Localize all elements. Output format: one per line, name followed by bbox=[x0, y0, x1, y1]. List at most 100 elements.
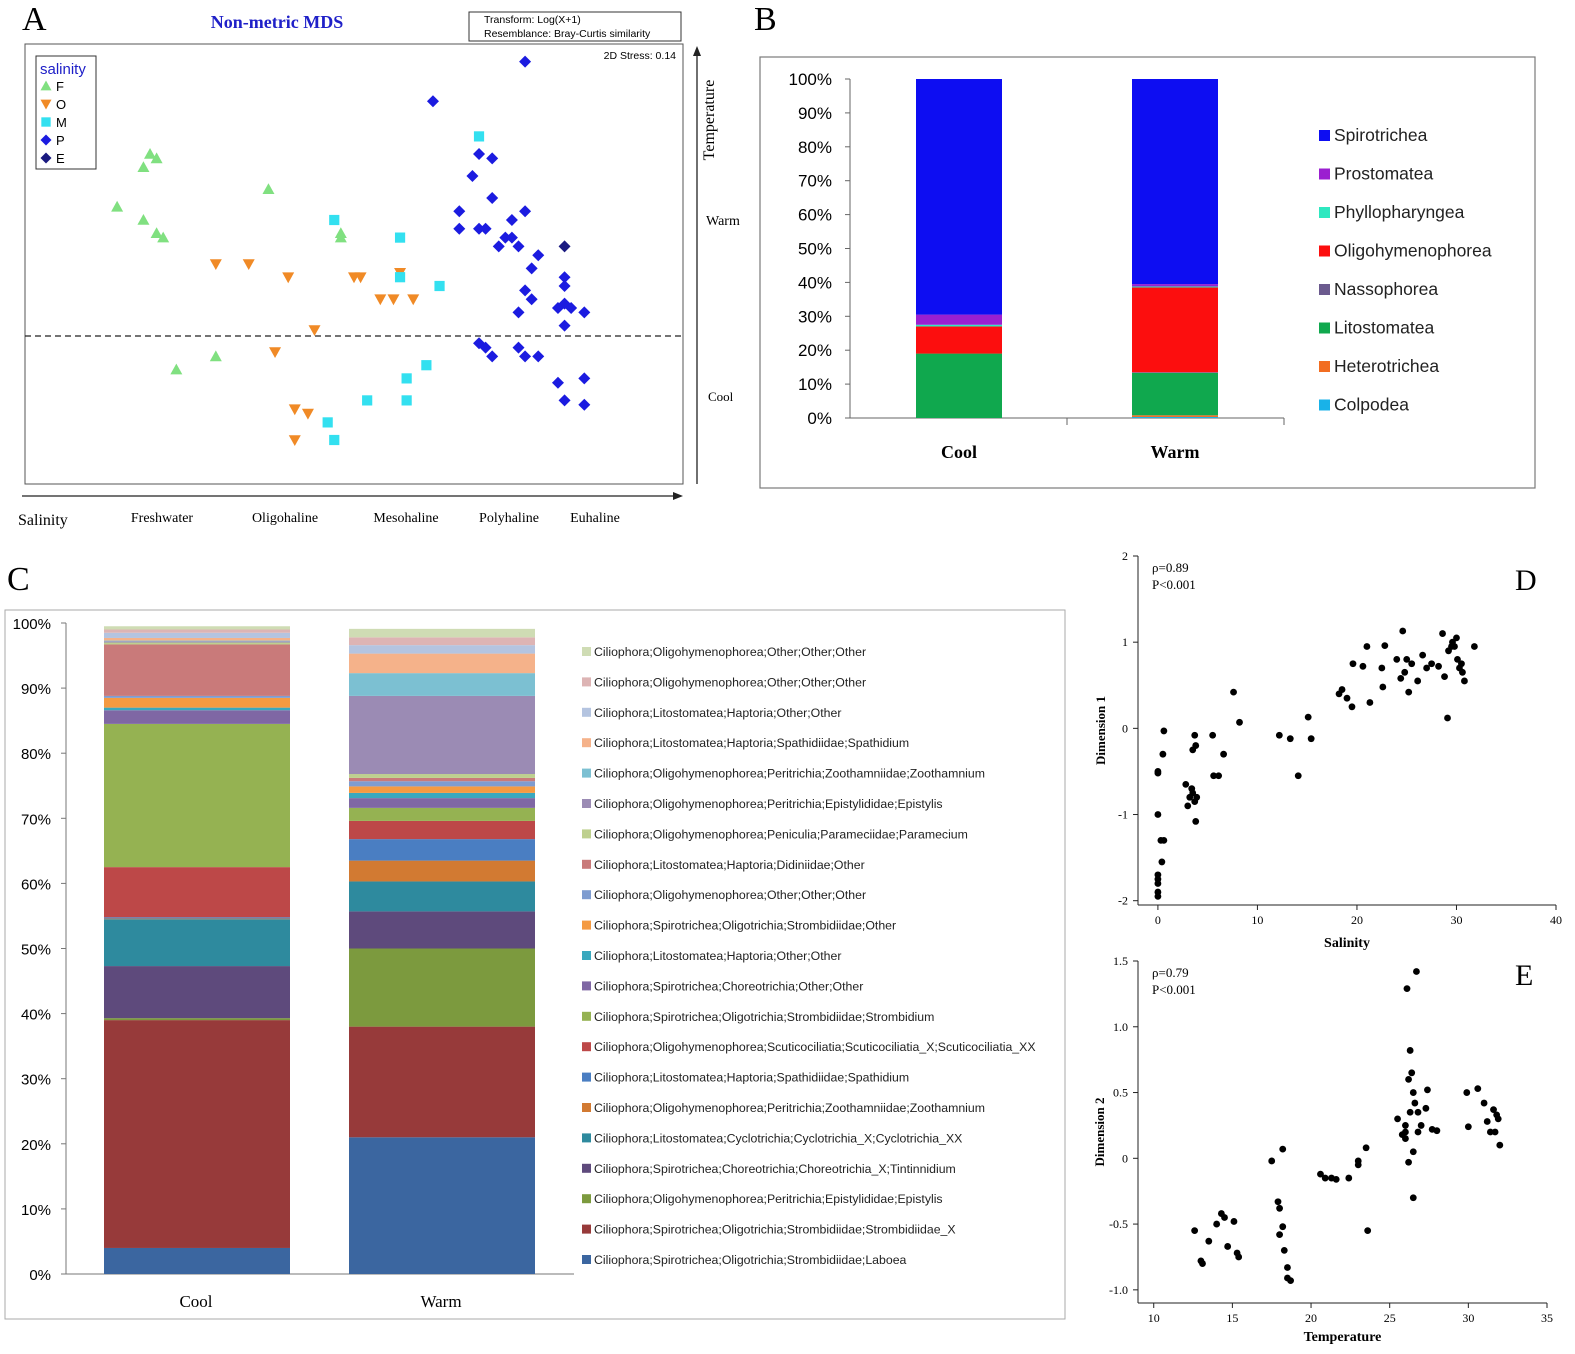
x-tick-label: 30 bbox=[1462, 1311, 1474, 1325]
nmds-point-m bbox=[362, 395, 373, 406]
y-tick-label: 0% bbox=[29, 1267, 51, 1284]
data-point bbox=[1417, 1122, 1425, 1129]
data-point bbox=[1402, 1135, 1409, 1142]
data-point bbox=[1279, 1223, 1287, 1231]
legend-swatch bbox=[582, 1011, 591, 1021]
bar-segment bbox=[104, 710, 290, 724]
bar-segment-heterotrichea bbox=[1132, 415, 1218, 417]
legend-swatch bbox=[582, 799, 591, 808]
data-point bbox=[1408, 660, 1416, 668]
bar-segment-spirotrichea bbox=[1132, 79, 1218, 285]
data-point bbox=[1435, 662, 1442, 670]
bar-segment bbox=[104, 642, 290, 645]
x-tick-label: 25 bbox=[1384, 1311, 1396, 1325]
data-point bbox=[1403, 656, 1411, 663]
legend-marker-e bbox=[40, 152, 52, 164]
data-point bbox=[1199, 1260, 1206, 1267]
data-point bbox=[1493, 1111, 1501, 1119]
data-point bbox=[1332, 1175, 1340, 1183]
legend-label: Ciliophora;Spirotrichea;Oligotrichia;Str… bbox=[594, 1253, 907, 1267]
data-point bbox=[1349, 660, 1357, 668]
data-point bbox=[1343, 694, 1351, 702]
bar-segment bbox=[349, 774, 535, 778]
data-point bbox=[1345, 1174, 1353, 1182]
legend-label-e: E bbox=[56, 151, 65, 166]
legend-swatch bbox=[582, 1042, 591, 1052]
bar-segment bbox=[349, 628, 535, 638]
data-point bbox=[1274, 1198, 1282, 1206]
data-point bbox=[1378, 664, 1386, 672]
panel-label-d: D bbox=[1515, 564, 1537, 597]
data-point bbox=[1182, 780, 1190, 788]
bar-segment bbox=[104, 918, 290, 920]
p-annotation: P<0.001 bbox=[1152, 982, 1196, 997]
bar-segment-litostomatea bbox=[1132, 372, 1218, 416]
bar-segment bbox=[104, 626, 290, 630]
legend-label: Ciliophora;Oligohymenophorea;Peniculia;P… bbox=[594, 827, 968, 841]
legend-swatch-colpodea bbox=[1319, 399, 1330, 411]
data-point bbox=[1205, 1237, 1213, 1245]
data-point bbox=[1284, 1264, 1291, 1271]
nmds-point-f bbox=[111, 200, 124, 212]
bar-segment bbox=[349, 881, 535, 912]
panel-label-e: E bbox=[1515, 959, 1533, 992]
y-axis-title: Dimension 1 bbox=[1093, 696, 1108, 765]
bar-segment-prostomatea bbox=[1132, 284, 1218, 287]
nmds-point-p bbox=[426, 95, 439, 108]
x-category-label: Cool bbox=[179, 1292, 212, 1311]
legend-swatch bbox=[582, 859, 591, 869]
panel-d-dimension1-vs-salinity: 0 10 20 30 40 -2 -1 0 1 2 Salinity Dimension 1 ρ=0.8… bbox=[1093, 549, 1562, 951]
data-point bbox=[1401, 668, 1409, 676]
data-point bbox=[1405, 1158, 1412, 1166]
data-point bbox=[1348, 703, 1356, 711]
data-point bbox=[1184, 802, 1192, 810]
legend-label-oligohymenophorea: Oligohymenophorea bbox=[1334, 241, 1492, 261]
data-point bbox=[1294, 772, 1302, 780]
legend-swatch bbox=[582, 829, 591, 839]
data-point bbox=[1159, 750, 1167, 758]
legend-label: Ciliophora;Spirotrichea;Choreotrichia;Ch… bbox=[594, 1162, 956, 1176]
legend-swatch bbox=[582, 981, 591, 991]
data-point bbox=[1307, 735, 1315, 743]
data-point bbox=[1464, 1123, 1472, 1131]
y-tick-label: -0.5 bbox=[1109, 1217, 1128, 1231]
data-point bbox=[1338, 686, 1346, 693]
legend-label: Ciliophora;Oligohymenophorea;Peritrichia… bbox=[594, 797, 943, 811]
bar-segment bbox=[104, 919, 290, 967]
bar-segment bbox=[349, 820, 535, 840]
data-point bbox=[1304, 713, 1312, 721]
data-point bbox=[1317, 1170, 1324, 1178]
x-tick-label: 0 bbox=[1155, 913, 1161, 927]
bar-segment bbox=[349, 695, 535, 775]
x-tick-label: 15 bbox=[1226, 1311, 1238, 1325]
nmds-point-p bbox=[558, 394, 571, 407]
data-point bbox=[1414, 1108, 1422, 1116]
data-point bbox=[1286, 735, 1294, 743]
legend-label-m: M bbox=[56, 115, 67, 130]
data-point bbox=[1413, 968, 1420, 975]
y-tick-label: 80% bbox=[798, 138, 832, 157]
bar-segment bbox=[104, 629, 290, 633]
data-point bbox=[1287, 1277, 1294, 1285]
nmds-point-p bbox=[479, 222, 492, 235]
rho-annotation: ρ=0.89 bbox=[1152, 560, 1189, 575]
data-point bbox=[1409, 1089, 1417, 1096]
data-point bbox=[1276, 1231, 1283, 1238]
legend-label: Ciliophora;Litostomatea;Haptoria;Spathid… bbox=[594, 1071, 909, 1085]
y-tick-label: 100% bbox=[13, 616, 51, 633]
data-point bbox=[1405, 1075, 1412, 1083]
data-point bbox=[1439, 630, 1446, 637]
bar-segment bbox=[349, 807, 535, 821]
data-point bbox=[1480, 1099, 1488, 1107]
data-point bbox=[1154, 769, 1162, 777]
nmds-point-o bbox=[301, 408, 314, 420]
data-point bbox=[1458, 660, 1465, 668]
stress-note: 2D Stress: 0.14 bbox=[604, 50, 677, 62]
data-point bbox=[1459, 668, 1466, 676]
legend-swatch bbox=[582, 890, 591, 900]
bar-segment-litostomatea bbox=[916, 353, 1002, 418]
bar-segment bbox=[349, 777, 535, 782]
data-point bbox=[1160, 836, 1168, 844]
data-point bbox=[1419, 651, 1427, 659]
data-point bbox=[1158, 858, 1166, 866]
